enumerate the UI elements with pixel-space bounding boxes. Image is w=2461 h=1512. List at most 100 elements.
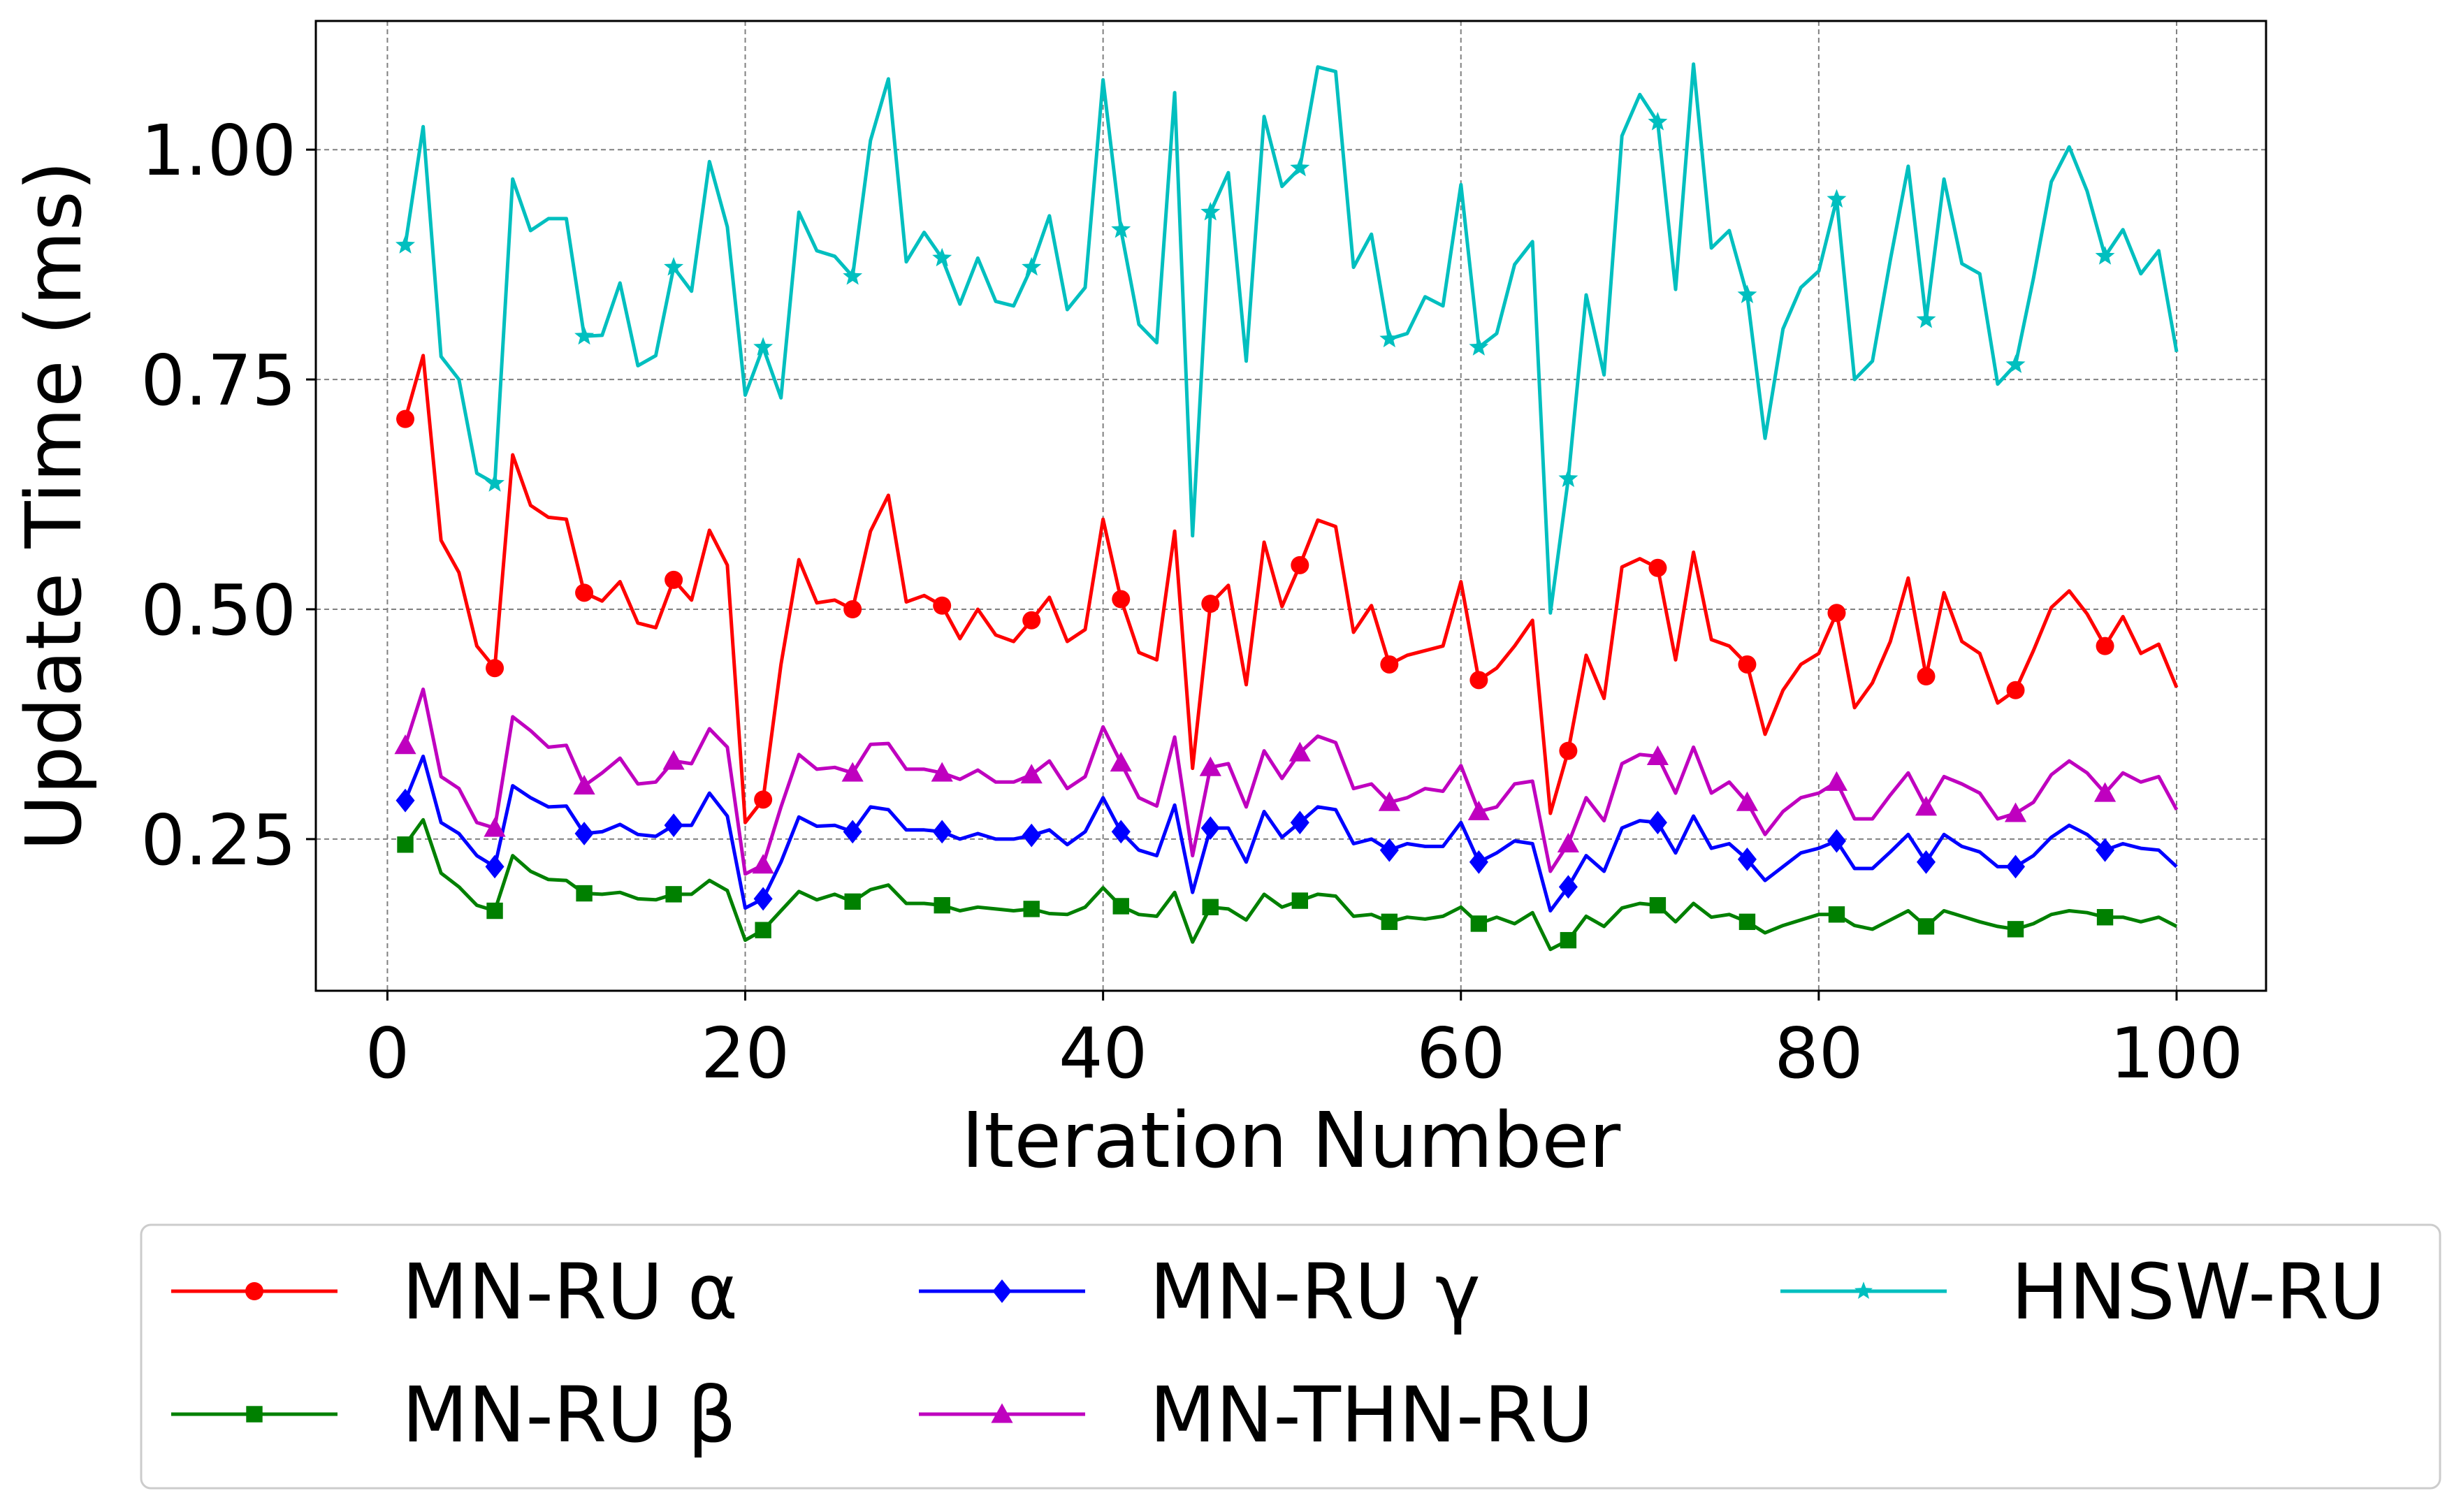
data-point [841, 762, 864, 782]
data-point [753, 337, 774, 356]
data-point [932, 820, 952, 844]
data-point [754, 790, 773, 809]
data-point [1023, 901, 1040, 917]
data-point [1648, 558, 1667, 577]
series-square [397, 817, 2178, 952]
data-point [1915, 796, 1938, 816]
data-point [1111, 219, 1131, 238]
data-point [1917, 667, 1936, 686]
gridlines [316, 21, 2266, 991]
legend-label: HNSW-RU [2011, 1247, 2386, 1337]
series-line [403, 354, 2179, 824]
legend-item: HNSW-RU [1780, 1247, 2386, 1337]
data-point [1738, 655, 1757, 674]
data-point [574, 326, 595, 345]
data-point [1648, 810, 1667, 835]
data-point [753, 887, 773, 911]
legend-label: MN-RU γ [1149, 1247, 1481, 1337]
data-point [1378, 791, 1400, 811]
data-point [1558, 468, 1578, 488]
data-point [992, 1279, 1012, 1303]
series-circle [396, 354, 2179, 824]
data-point [2096, 909, 2114, 926]
data-point [1827, 189, 1847, 208]
data-point [1736, 791, 1759, 811]
data-point [1290, 157, 1310, 177]
data-point [2096, 637, 2114, 655]
data-point [396, 409, 415, 428]
data-point [2095, 246, 2115, 265]
data-point [576, 885, 593, 902]
data-point [932, 247, 952, 267]
data-point [1916, 309, 1936, 328]
data-point [1380, 655, 1399, 674]
data-point [486, 902, 503, 919]
x-tick-label: 60 [1416, 1012, 1505, 1094]
legend-item: MN-RU γ [919, 1247, 1481, 1337]
data-point [1379, 328, 1400, 348]
data-point [843, 266, 863, 285]
series-line [403, 817, 2178, 952]
series-line [403, 755, 2178, 913]
legend-label: MN-RU β [402, 1370, 736, 1460]
x-tick-label: 40 [1059, 1012, 1147, 1094]
y-axis-title: Update Time (ms) [9, 161, 99, 851]
data-point [664, 813, 683, 838]
data-point [1288, 741, 1311, 762]
series-line [403, 62, 2179, 615]
data-point [573, 775, 595, 795]
data-point [1917, 918, 1935, 935]
x-tick-label: 80 [1774, 1012, 1863, 1094]
data-point [665, 570, 683, 589]
data-point [1020, 764, 1043, 784]
data-point [1646, 745, 1669, 765]
data-point [1469, 337, 1489, 356]
data-point [1558, 875, 1578, 899]
data-point [1112, 898, 1129, 915]
data-point [2006, 855, 2026, 879]
axis-ticks: 0 20 40 60 80 100 0.25 0.50 0.75 1.00 [140, 110, 2243, 1094]
data-point [1825, 771, 1848, 791]
data-point [1022, 611, 1041, 630]
data-point [1559, 741, 1578, 760]
series-triangle [394, 688, 2179, 876]
data-point [1467, 800, 1490, 820]
data-point [1737, 847, 1757, 871]
data-point [843, 600, 862, 619]
data-point [934, 896, 950, 914]
data-point [1200, 816, 1220, 841]
data-point [1110, 752, 1132, 772]
data-point [1111, 820, 1131, 844]
x-axis-title: Iteration Number [961, 1096, 1621, 1185]
data-point [1737, 284, 1757, 303]
data-point [1200, 202, 1221, 221]
data-point [2007, 921, 2024, 938]
data-point [1470, 915, 1488, 932]
data-point [395, 788, 415, 813]
data-point [1202, 899, 1219, 915]
data-point [1469, 850, 1488, 874]
data-point [1648, 112, 1668, 131]
data-point [752, 854, 774, 874]
data-point [1827, 829, 1846, 853]
data-point [931, 762, 953, 782]
series-star [395, 62, 2179, 615]
data-point [933, 596, 952, 615]
data-point [1381, 913, 1398, 931]
data-point [755, 922, 771, 938]
series-lines [394, 62, 2179, 952]
data-point [485, 855, 504, 879]
data-point [1557, 832, 1579, 852]
data-point [245, 1282, 263, 1300]
data-point [844, 893, 861, 910]
legend-label: MN-RU α [402, 1247, 738, 1337]
x-tick-label: 0 [365, 1012, 410, 1094]
data-point [485, 473, 504, 492]
data-point [2006, 681, 2025, 699]
data-point [1854, 1281, 1873, 1299]
data-point [1112, 590, 1131, 609]
data-point [2093, 782, 2117, 802]
data-point [1022, 823, 1041, 848]
data-point [1199, 756, 1221, 776]
